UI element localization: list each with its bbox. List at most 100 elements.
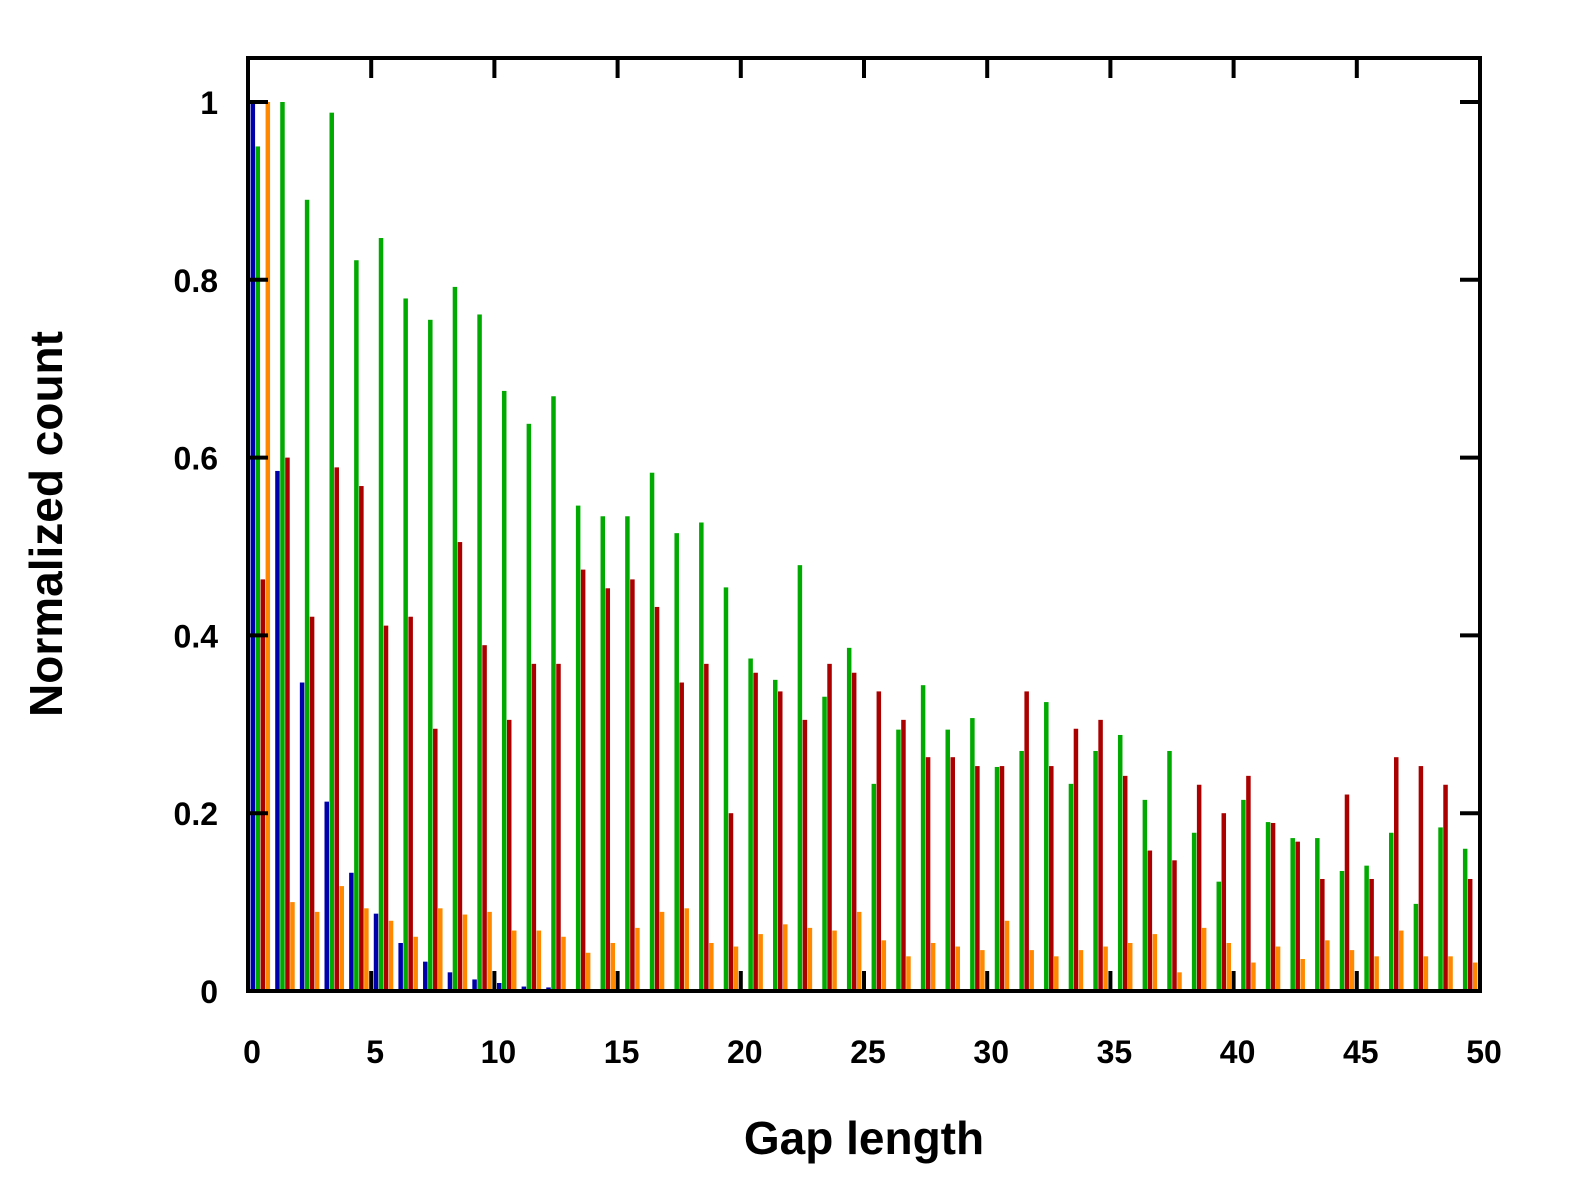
bar xyxy=(378,238,384,991)
bar xyxy=(970,718,975,991)
bar xyxy=(625,516,630,991)
bar xyxy=(679,682,684,991)
bar xyxy=(856,911,862,991)
bar xyxy=(1142,799,1148,991)
bar xyxy=(1315,838,1320,991)
bar xyxy=(980,950,985,991)
bar xyxy=(1438,827,1443,991)
y-tick-label: 0.8 xyxy=(174,263,218,299)
bar xyxy=(1394,757,1399,991)
bar xyxy=(551,396,556,991)
bar xyxy=(1374,956,1379,991)
bar xyxy=(1191,832,1197,991)
bar xyxy=(423,961,428,991)
bar xyxy=(280,102,285,991)
bar xyxy=(506,719,512,991)
bar xyxy=(408,616,413,991)
bar xyxy=(925,757,931,991)
bar xyxy=(1443,784,1448,991)
bar xyxy=(1325,940,1330,991)
bar xyxy=(438,908,443,991)
bar xyxy=(605,588,611,991)
bar xyxy=(526,423,532,991)
bar xyxy=(1300,959,1305,991)
bar xyxy=(945,729,950,991)
bar xyxy=(1172,860,1177,991)
x-tick-label: 35 xyxy=(1097,1034,1133,1070)
bar xyxy=(575,505,581,991)
bar xyxy=(1167,750,1172,991)
bar xyxy=(580,569,586,991)
bar xyxy=(906,956,911,991)
bar xyxy=(1177,972,1182,991)
bar xyxy=(477,314,482,992)
bar xyxy=(1364,865,1369,991)
bar xyxy=(1098,719,1103,991)
bar xyxy=(388,920,394,991)
bar xyxy=(428,319,433,991)
bar xyxy=(659,911,665,991)
bar xyxy=(1127,942,1133,991)
bar xyxy=(501,390,507,991)
bar xyxy=(1122,775,1128,991)
bar xyxy=(285,457,290,992)
bar xyxy=(822,696,827,991)
bar xyxy=(1093,750,1098,991)
bar xyxy=(334,467,339,991)
bar xyxy=(728,813,734,991)
axis-ticks xyxy=(248,58,1480,991)
bar xyxy=(1221,813,1227,991)
bar xyxy=(359,486,364,991)
bar xyxy=(1472,962,1478,991)
bar xyxy=(1241,799,1246,991)
bar xyxy=(1344,794,1350,991)
x-axis-label: Gap length xyxy=(744,1112,984,1164)
bar xyxy=(462,914,468,991)
bar xyxy=(1054,956,1059,991)
bar xyxy=(851,672,857,991)
bar xyxy=(630,579,635,991)
bar xyxy=(758,934,763,991)
bar xyxy=(704,663,709,991)
bar xyxy=(876,691,882,991)
bar xyxy=(807,927,813,991)
x-tick-labels: 0 5 10 15 20 25 30 35 40 45 50 xyxy=(243,1034,1502,1070)
bar xyxy=(1399,930,1404,991)
bar xyxy=(1103,946,1108,991)
y-tick-label: 0.2 xyxy=(174,796,218,832)
bar xyxy=(1349,950,1355,991)
bar xyxy=(1068,783,1074,991)
bar xyxy=(1448,956,1453,991)
bar xyxy=(354,260,359,991)
bar xyxy=(1044,702,1049,991)
x-tick-label: 45 xyxy=(1343,1034,1379,1070)
bar xyxy=(920,685,926,991)
bar xyxy=(472,979,477,991)
bar xyxy=(1226,942,1232,991)
bar xyxy=(1389,832,1394,991)
bar xyxy=(250,102,256,991)
bar xyxy=(896,729,901,991)
bar xyxy=(324,801,329,991)
bar xyxy=(561,936,566,991)
bar xyxy=(1078,950,1084,991)
bar xyxy=(975,766,980,991)
y-axis-label: Normalized count xyxy=(20,331,72,717)
bar xyxy=(802,719,808,991)
bar xyxy=(447,972,453,991)
bar xyxy=(1462,848,1468,991)
bar xyxy=(531,663,537,991)
bar xyxy=(930,942,936,991)
bar xyxy=(994,766,1000,991)
bar xyxy=(585,952,591,991)
bar xyxy=(1339,870,1345,991)
bar xyxy=(950,757,955,991)
bar xyxy=(901,719,906,991)
bar xyxy=(610,942,616,991)
bar xyxy=(1418,766,1424,991)
bar xyxy=(733,946,739,991)
x-tick-label: 25 xyxy=(850,1034,886,1070)
bar xyxy=(260,579,266,991)
bar xyxy=(1275,946,1281,991)
